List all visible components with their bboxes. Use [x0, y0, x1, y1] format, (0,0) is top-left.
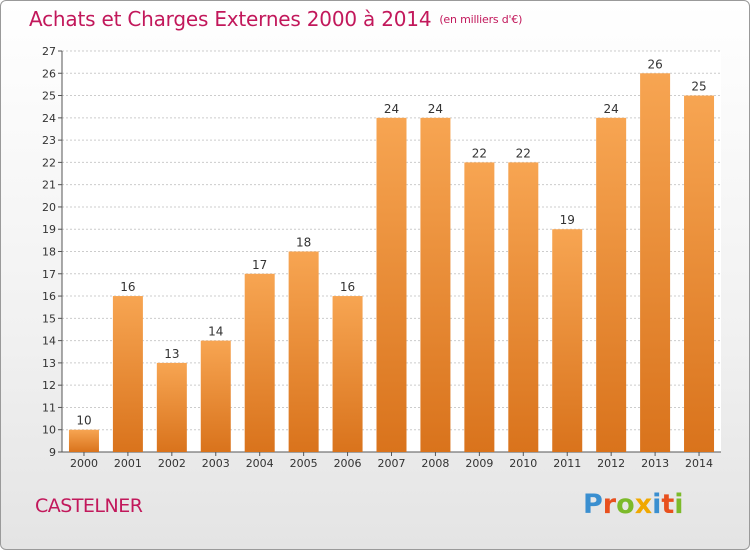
bar [200, 340, 231, 452]
y-tick-label: 21 [42, 179, 56, 192]
data-label: 16 [340, 280, 355, 294]
y-tick-label: 10 [42, 424, 56, 437]
logo-letter: i [652, 489, 662, 520]
y-tick-label: 27 [42, 45, 56, 58]
chart-unit: (en milliers d'€) [439, 13, 523, 26]
y-tick-label: 16 [42, 290, 56, 303]
bar [112, 296, 143, 452]
x-tick-label: 2009 [465, 457, 493, 470]
x-tick-label: 2004 [246, 457, 274, 470]
logo-letter: P [583, 489, 603, 520]
bar [244, 273, 275, 452]
x-tick-label: 2008 [421, 457, 449, 470]
data-label: 13 [164, 347, 179, 361]
bar [552, 229, 583, 452]
y-tick-label: 9 [49, 446, 56, 459]
x-tick-label: 2002 [158, 457, 186, 470]
x-tick-label: 2007 [378, 457, 406, 470]
data-label: 25 [691, 80, 706, 94]
data-label: 22 [516, 146, 531, 160]
x-tick-label: 2000 [70, 457, 98, 470]
x-tick-label: 2012 [597, 457, 625, 470]
y-tick-label: 15 [42, 312, 56, 325]
y-tick-label: 14 [42, 335, 56, 348]
bar [68, 429, 99, 452]
y-tick-label: 22 [42, 156, 56, 169]
x-tick-label: 2005 [290, 457, 318, 470]
y-tick-label: 17 [42, 268, 56, 281]
data-label: 24 [384, 102, 399, 116]
proxiti-logo: Proxiti [583, 489, 684, 520]
data-label: 17 [252, 258, 267, 272]
x-tick-label: 2013 [641, 457, 669, 470]
x-tick-label: 2011 [553, 457, 581, 470]
bar [684, 95, 715, 453]
bar [596, 117, 627, 452]
bar [288, 251, 319, 452]
y-tick-label: 13 [42, 357, 56, 370]
bar [508, 162, 539, 452]
data-label: 14 [208, 325, 223, 339]
data-label: 24 [604, 102, 619, 116]
data-label: 24 [428, 102, 443, 116]
y-tick-label: 25 [42, 90, 56, 103]
bar [640, 73, 671, 453]
bar [376, 117, 407, 452]
bar [156, 362, 187, 452]
x-tick-label: 2006 [334, 457, 362, 470]
y-tick-label: 24 [42, 112, 56, 125]
y-tick-label: 12 [42, 379, 56, 392]
y-tick-label: 19 [42, 223, 56, 236]
data-label: 19 [560, 213, 575, 227]
logo-letter: i [674, 489, 684, 520]
logo-letter: t [661, 489, 675, 520]
chart-title-text: Achats et Charges Externes 2000 à 2014 [29, 7, 432, 31]
logo-letter: r [602, 489, 617, 520]
y-tick-label: 20 [42, 201, 56, 214]
bar [332, 296, 363, 452]
y-tick-label: 11 [42, 401, 56, 414]
data-label: 18 [296, 236, 311, 250]
x-tick-label: 2010 [509, 457, 537, 470]
x-tick-label: 2014 [685, 457, 713, 470]
data-label: 16 [120, 280, 135, 294]
y-tick-label: 26 [42, 67, 56, 80]
logo-letter: o [616, 489, 635, 520]
commune-name: CASTELNER [35, 495, 143, 517]
y-tick-label: 18 [42, 246, 56, 259]
chart-title: Achats et Charges Externes 2000 à 2014 (e… [29, 7, 522, 31]
data-label: 22 [472, 146, 487, 160]
data-label: 26 [647, 57, 662, 71]
data-label: 10 [76, 414, 91, 428]
bar [464, 162, 495, 452]
x-tick-label: 2001 [114, 457, 142, 470]
logo-letter: x [634, 489, 653, 520]
bar [420, 117, 451, 452]
x-tick-label: 2003 [202, 457, 230, 470]
y-tick-label: 23 [42, 134, 56, 147]
